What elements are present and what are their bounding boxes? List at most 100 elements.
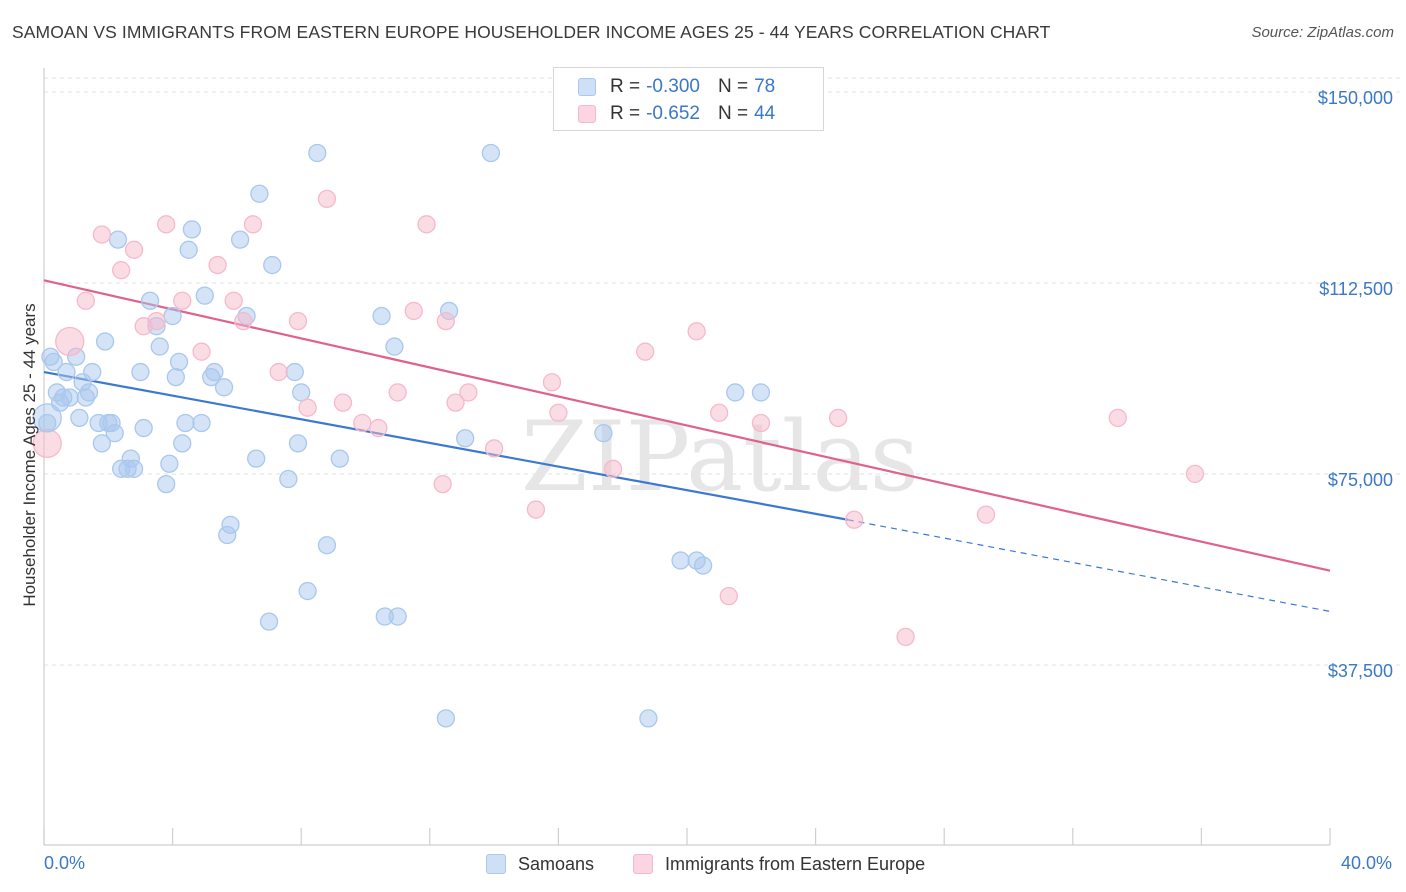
point-eastern-europe (157, 215, 176, 234)
point-eastern-europe (317, 189, 337, 209)
point-samoans (57, 362, 76, 382)
point-eastern-europe (288, 311, 308, 331)
point-eastern-europe (636, 342, 655, 361)
x-tick-label-max: 40.0% (1340, 853, 1392, 873)
point-eastern-europe (124, 240, 144, 259)
point-samoans (456, 429, 475, 448)
point-eastern-europe (32, 428, 62, 458)
point-samoans (436, 709, 456, 728)
point-eastern-europe (526, 500, 546, 519)
point-samoans (230, 230, 250, 249)
point-samoans (385, 337, 404, 356)
point-samoans (205, 362, 224, 382)
point-eastern-europe (369, 418, 388, 438)
point-eastern-europe (828, 408, 848, 428)
legend-row-samoans: R = -0.300 N = 78 (578, 75, 775, 99)
y-tick-label: $112,500 (1319, 279, 1393, 299)
legend-swatch-eastern-europe (578, 105, 596, 123)
point-samoans (372, 306, 391, 326)
point-samoans (639, 709, 658, 728)
point-eastern-europe (234, 311, 253, 331)
point-samoans (259, 612, 279, 631)
point-eastern-europe (298, 398, 317, 417)
point-samoans (288, 434, 308, 453)
point-samoans (481, 143, 501, 163)
point-samoans (388, 607, 407, 626)
point-samoans (60, 388, 79, 407)
point-samoans (79, 383, 99, 402)
trend-lines (43, 279, 1331, 613)
point-samoans (169, 352, 189, 372)
point-eastern-europe (436, 311, 456, 331)
point-eastern-europe (147, 311, 166, 331)
point-eastern-europe (224, 291, 243, 310)
legend-r-label: R = (610, 76, 641, 97)
legend-n-value: 78 (754, 76, 776, 97)
point-samoans (279, 469, 298, 489)
y-tick-label: $150,000 (1318, 88, 1393, 108)
point-samoans (292, 383, 311, 402)
point-samoans (671, 551, 690, 570)
point-eastern-europe (719, 586, 738, 606)
point-samoans (263, 255, 282, 275)
point-eastern-europe (687, 322, 706, 341)
point-samoans (92, 434, 112, 453)
source-label: Source: ZipAtlas.com (1251, 24, 1394, 41)
point-eastern-europe (269, 362, 288, 382)
point-eastern-europe (484, 439, 504, 458)
point-eastern-europe (459, 383, 478, 402)
point-samoans (124, 459, 144, 478)
point-eastern-europe (76, 291, 95, 310)
legend-row-eastern-europe: R = -0.652 N = 44 (578, 102, 775, 126)
legend-r-label: R = (610, 103, 641, 124)
bottom-legend-label-eastern-europe: Immigrants from Eastern Europe (665, 853, 926, 874)
legend-n-value: 44 (754, 103, 776, 124)
point-samoans (131, 362, 150, 382)
point-eastern-europe (353, 413, 372, 433)
point-samoans (298, 581, 317, 601)
point-eastern-europe (976, 505, 996, 524)
trend-line-samoans-extension (847, 519, 1331, 613)
bottom-legend-samoans: Samoans (486, 851, 594, 877)
legend-r-value: -0.652 (646, 103, 700, 124)
point-samoans (32, 403, 62, 433)
point-eastern-europe (92, 225, 112, 244)
trend-line-eastern-europe (43, 279, 1331, 572)
point-samoans (179, 240, 198, 259)
point-samoans (247, 449, 266, 468)
point-samoans (182, 220, 202, 239)
point-eastern-europe (549, 403, 568, 422)
point-samoans (250, 184, 269, 203)
point-samoans (157, 474, 176, 494)
bottom-legend-swatch-eastern-europe (633, 854, 653, 874)
data-points (32, 143, 1205, 728)
trend-line-samoans (43, 370, 848, 521)
legend-r-value: -0.300 (646, 76, 700, 97)
point-samoans (166, 367, 185, 387)
y-tick-labels: $150,000 $112,500 $75,000 $37,500 (1318, 88, 1393, 681)
legend-swatch-samoans (578, 78, 596, 96)
point-samoans (285, 362, 304, 382)
point-eastern-europe (896, 627, 915, 647)
point-eastern-europe (173, 291, 192, 310)
bottom-legend-eastern-europe: Immigrants from Eastern Europe (633, 851, 925, 877)
point-eastern-europe (710, 403, 729, 422)
point-eastern-europe (388, 383, 407, 402)
point-eastern-europe (446, 393, 465, 412)
stats-legend: R = -0.300 N = 78 R = -0.652 N = 44 (553, 67, 824, 131)
bottom-legend-swatch-samoans (486, 854, 506, 874)
y-axis-title: Householder Income Ages 25 - 44 years (20, 303, 39, 607)
point-samoans (214, 378, 234, 397)
point-samoans (134, 418, 153, 438)
legend-n-label: N = (717, 76, 749, 97)
point-samoans (195, 286, 214, 305)
point-samoans (163, 306, 182, 326)
point-samoans (317, 536, 337, 555)
point-samoans (192, 413, 211, 433)
point-samoans (330, 449, 349, 468)
point-eastern-europe (751, 413, 771, 433)
point-eastern-europe (417, 215, 436, 234)
point-eastern-europe (55, 326, 85, 357)
point-samoans (221, 515, 240, 534)
